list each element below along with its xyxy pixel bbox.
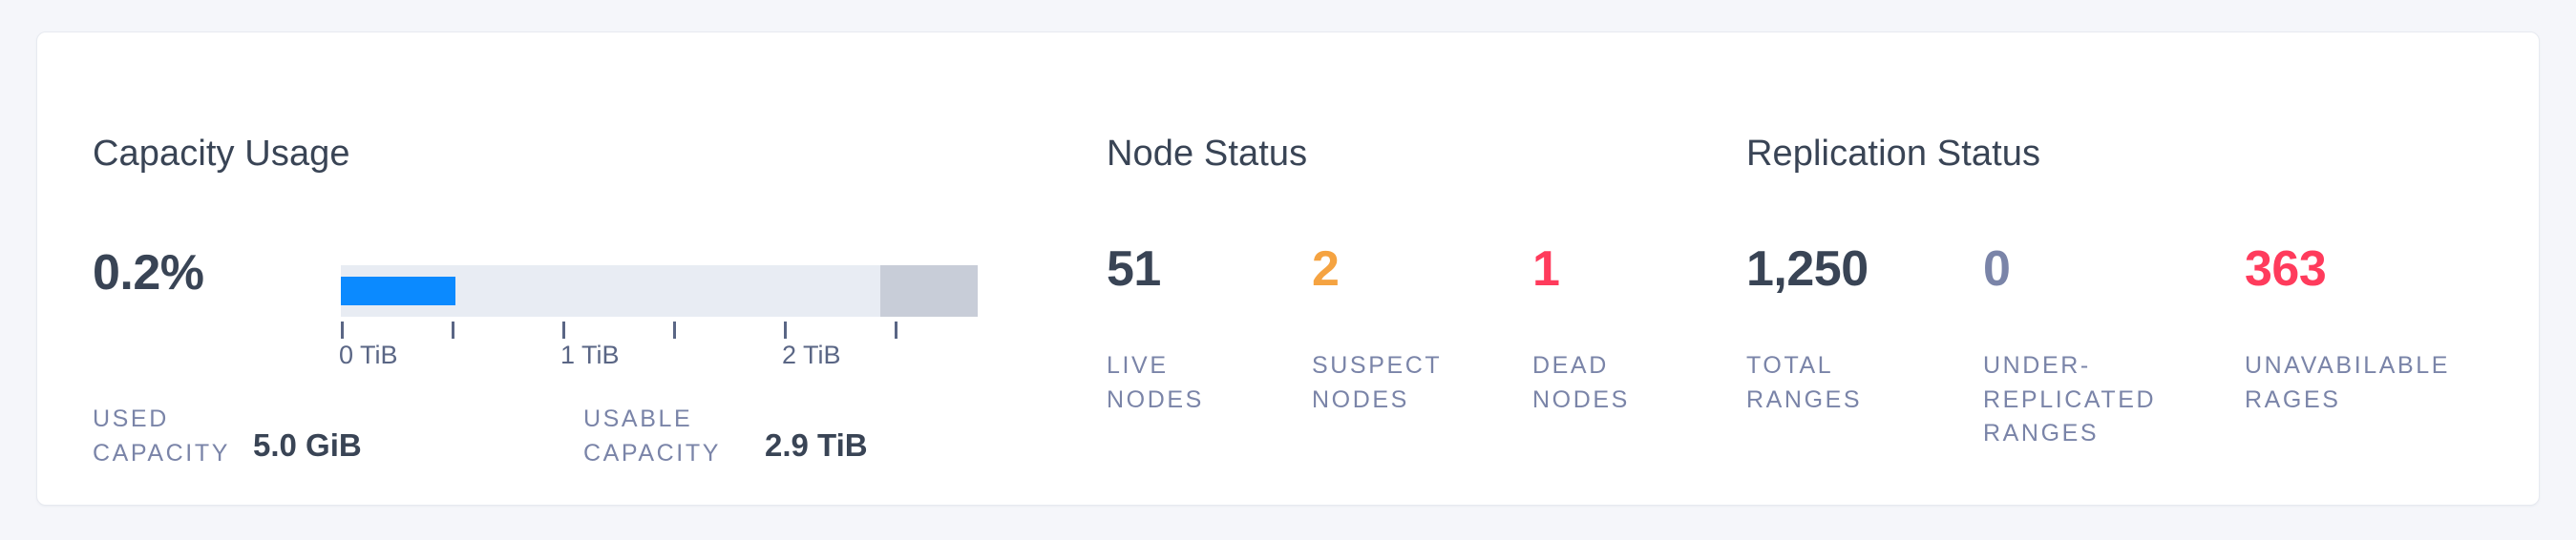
axis-tick <box>452 322 454 339</box>
dead-nodes-value: 1 <box>1532 241 1560 297</box>
replication-status-title: Replication Status <box>1746 134 2041 174</box>
total-ranges-value: 1,250 <box>1746 241 1869 297</box>
used-capacity-label: USED CAPACITY <box>93 405 230 467</box>
unavailable-ranges-label: UNAVABILABLE RAGES <box>2245 352 2451 413</box>
cluster-summary-card: Capacity Usage 0.2% 0 TiB 1 TiB 2 TiB US… <box>36 31 2540 506</box>
live-nodes-value: 51 <box>1107 241 1161 297</box>
capacity-percent-value: 0.2% <box>93 245 204 301</box>
under-replicated-ranges-value: 0 <box>1983 241 2011 297</box>
axis-tick-label: 2 TiB <box>782 341 841 369</box>
axis-tick-label: 0 TiB <box>339 341 398 369</box>
under-replicated-ranges-metric[interactable]: 0 UNDER- REPLICATED RANGES <box>1983 241 2154 447</box>
axis-tick <box>341 322 344 339</box>
total-ranges-metric[interactable]: 1,250 TOTAL RANGES <box>1746 241 1869 413</box>
capacity-usage-bar: 0 TiB 1 TiB 2 TiB <box>339 265 978 371</box>
capacity-bar-track <box>341 265 978 317</box>
axis-tick <box>673 322 676 339</box>
unavailable-ranges-metric[interactable]: 363 UNAVABILABLE RAGES <box>2245 241 2447 413</box>
used-capacity-value: 5.0 GiB <box>253 427 362 463</box>
capacity-bar-overflow-segment <box>880 265 978 317</box>
unavailable-ranges-value: 363 <box>2245 241 2327 297</box>
axis-tick <box>784 322 787 339</box>
suspect-nodes-label: SUSPECT NODES <box>1312 352 1443 413</box>
suspect-nodes-metric[interactable]: 2 SUSPECT NODES <box>1312 241 1440 413</box>
dead-nodes-label: DEAD NODES <box>1532 352 1630 413</box>
axis-tick <box>895 322 897 339</box>
suspect-nodes-value: 2 <box>1312 241 1340 297</box>
capacity-bar-used-fill <box>341 277 455 305</box>
axis-tick-label: 1 TiB <box>560 341 620 369</box>
capacity-bar-axis: 0 TiB 1 TiB 2 TiB <box>339 322 978 371</box>
node-status-title: Node Status <box>1107 134 1308 174</box>
live-nodes-metric[interactable]: 51 LIVE NODES <box>1107 241 1201 413</box>
live-nodes-label: LIVE NODES <box>1107 352 1204 413</box>
axis-tick <box>562 322 565 339</box>
under-replicated-ranges-label: UNDER- REPLICATED RANGES <box>1983 352 2157 447</box>
capacity-usage-title: Capacity Usage <box>93 134 350 174</box>
dead-nodes-metric[interactable]: 1 DEAD NODES <box>1532 241 1627 413</box>
total-ranges-label: TOTAL RANGES <box>1746 352 1863 413</box>
usable-capacity-value: 2.9 TiB <box>765 427 868 463</box>
usable-capacity-label: USABLE CAPACITY <box>583 405 721 467</box>
